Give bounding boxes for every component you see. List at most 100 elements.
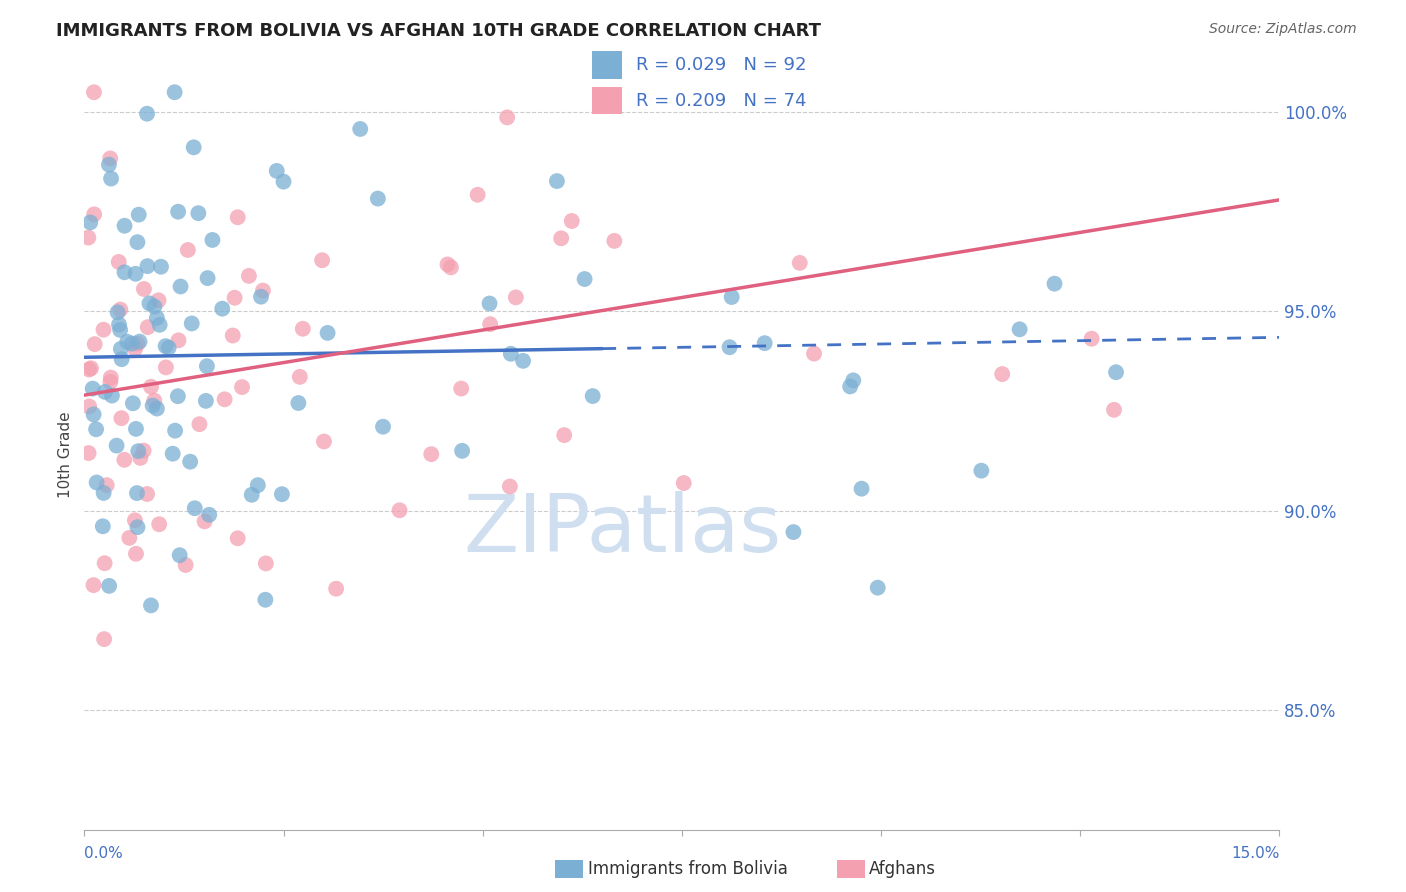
Point bbox=[184, 501, 207, 516]
Point bbox=[789, 256, 811, 270]
Point bbox=[91, 519, 114, 533]
Point bbox=[105, 439, 128, 453]
Point bbox=[479, 317, 502, 331]
Point bbox=[167, 204, 190, 219]
Point bbox=[77, 446, 100, 460]
Point bbox=[183, 140, 205, 154]
Point bbox=[312, 434, 335, 449]
Point bbox=[107, 255, 129, 269]
Point bbox=[148, 293, 170, 308]
Point bbox=[246, 478, 269, 492]
Point bbox=[94, 384, 117, 399]
Point bbox=[214, 392, 236, 407]
Text: 15.0%: 15.0% bbox=[1232, 846, 1279, 861]
Point bbox=[136, 106, 159, 120]
Point bbox=[169, 548, 191, 562]
Point bbox=[287, 396, 309, 410]
Point bbox=[1080, 332, 1102, 346]
Point bbox=[149, 318, 172, 332]
Point bbox=[93, 323, 115, 337]
Point bbox=[117, 334, 139, 349]
FancyBboxPatch shape bbox=[592, 87, 621, 114]
Point bbox=[451, 443, 474, 458]
Text: Immigrants from Bolivia: Immigrants from Bolivia bbox=[588, 860, 787, 878]
Point bbox=[146, 401, 169, 416]
Point bbox=[478, 296, 501, 310]
Text: 0.0%: 0.0% bbox=[84, 846, 124, 861]
Point bbox=[77, 230, 100, 244]
Point bbox=[803, 346, 825, 360]
Point bbox=[136, 320, 159, 334]
Point bbox=[127, 235, 149, 249]
Point bbox=[132, 282, 155, 296]
Point bbox=[388, 503, 411, 517]
Point bbox=[561, 214, 583, 228]
Point bbox=[112, 452, 135, 467]
Point bbox=[226, 211, 249, 225]
Point bbox=[672, 476, 695, 491]
Point bbox=[467, 187, 489, 202]
Point bbox=[138, 296, 160, 310]
Point bbox=[114, 265, 136, 279]
Point bbox=[603, 234, 626, 248]
Text: R = 0.209   N = 74: R = 0.209 N = 74 bbox=[636, 92, 806, 110]
Point bbox=[325, 582, 347, 596]
Text: R = 0.029   N = 92: R = 0.029 N = 92 bbox=[636, 56, 806, 74]
Point bbox=[128, 334, 150, 349]
Point bbox=[100, 370, 122, 384]
Point bbox=[238, 268, 260, 283]
Point bbox=[224, 291, 246, 305]
Point bbox=[100, 171, 122, 186]
Point bbox=[129, 450, 152, 465]
Point bbox=[83, 207, 105, 221]
Point bbox=[499, 347, 522, 361]
Point bbox=[254, 557, 277, 571]
Point bbox=[98, 152, 121, 166]
Point bbox=[754, 336, 776, 351]
Point bbox=[273, 175, 295, 189]
Point bbox=[77, 400, 100, 414]
Point bbox=[77, 362, 100, 376]
Point bbox=[180, 317, 202, 331]
Point bbox=[124, 267, 146, 281]
Point bbox=[101, 388, 124, 402]
Point bbox=[1102, 402, 1125, 417]
Point bbox=[222, 328, 245, 343]
Point bbox=[139, 599, 162, 613]
Point bbox=[851, 482, 873, 496]
Text: ZIPatlas: ZIPatlas bbox=[463, 491, 782, 569]
Text: Afghans: Afghans bbox=[869, 860, 936, 878]
Point bbox=[93, 632, 115, 647]
Point bbox=[118, 531, 141, 545]
Point bbox=[163, 85, 186, 99]
Point bbox=[155, 339, 177, 353]
Point bbox=[179, 455, 201, 469]
Point bbox=[842, 373, 865, 387]
Point bbox=[546, 174, 568, 188]
Point bbox=[86, 475, 108, 490]
Point bbox=[165, 424, 187, 438]
Point bbox=[84, 422, 107, 436]
Point bbox=[198, 508, 221, 522]
Point bbox=[114, 219, 136, 233]
Point bbox=[79, 215, 101, 229]
Point bbox=[98, 579, 121, 593]
Point bbox=[991, 367, 1014, 381]
Point bbox=[136, 487, 159, 501]
Point bbox=[149, 260, 172, 274]
Point bbox=[970, 464, 993, 478]
Point bbox=[143, 393, 166, 408]
Point bbox=[127, 336, 149, 351]
Point bbox=[177, 243, 200, 257]
Point bbox=[720, 290, 742, 304]
Point bbox=[162, 447, 184, 461]
Point bbox=[142, 399, 165, 413]
Point bbox=[839, 379, 862, 393]
Point bbox=[866, 581, 889, 595]
Point bbox=[188, 417, 211, 432]
Point bbox=[108, 318, 131, 332]
Point bbox=[125, 422, 148, 436]
Point bbox=[111, 352, 134, 367]
Point bbox=[226, 531, 249, 545]
Point bbox=[250, 290, 273, 304]
